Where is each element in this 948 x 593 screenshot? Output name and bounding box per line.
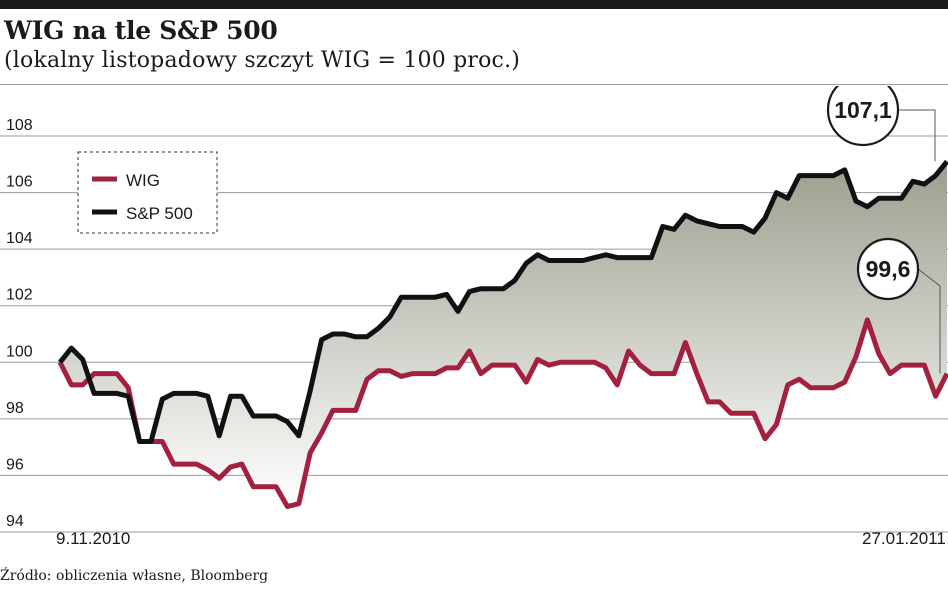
sp500-end-callout-label: 107,1 [834,97,892,123]
wig-end-callout-bubble [856,237,920,301]
y-tick-label: 108 [6,117,33,134]
legend: WIG S&P 500 [77,151,218,234]
chart-subtitle: (lokalny listopadowy szczyt WIG = 100 pr… [4,48,521,73]
legend-label-wig: WIG [126,171,160,190]
legend-label-sp500: S&P 500 [126,204,193,223]
wig-end-callout-label: 99,6 [866,256,911,282]
y-tick-label: 104 [6,230,33,247]
y-tick-label: 94 [6,513,24,530]
chart-title: WIG na tle S&P 500 [4,16,278,45]
legend-box [77,151,218,234]
sp500-end-callout-bubble [826,86,900,147]
y-tick-label: 98 [6,400,24,417]
wig-line [57,317,948,509]
sp500-line [58,159,948,444]
x-tick-label: 9.11.2010 [56,529,130,548]
top-bar [0,0,948,9]
x-tick-label: 27.01.2011 [862,529,946,548]
source-note: Źródło: obliczenia własne, Bloomberg [0,568,269,584]
sp500-end-callout-leader [898,109,936,162]
y-tick-label: 106 [6,174,33,191]
header-divider [0,84,948,85]
y-tick-label: 102 [6,287,33,304]
wig-end-callout-leader [917,268,941,374]
line-chart: 94 96 98 100 102 104 106 108 9.11.2010 27.01.201… [0,86,948,548]
y-tick-label: 100 [6,343,33,360]
y-tick-label: 96 [6,456,24,473]
